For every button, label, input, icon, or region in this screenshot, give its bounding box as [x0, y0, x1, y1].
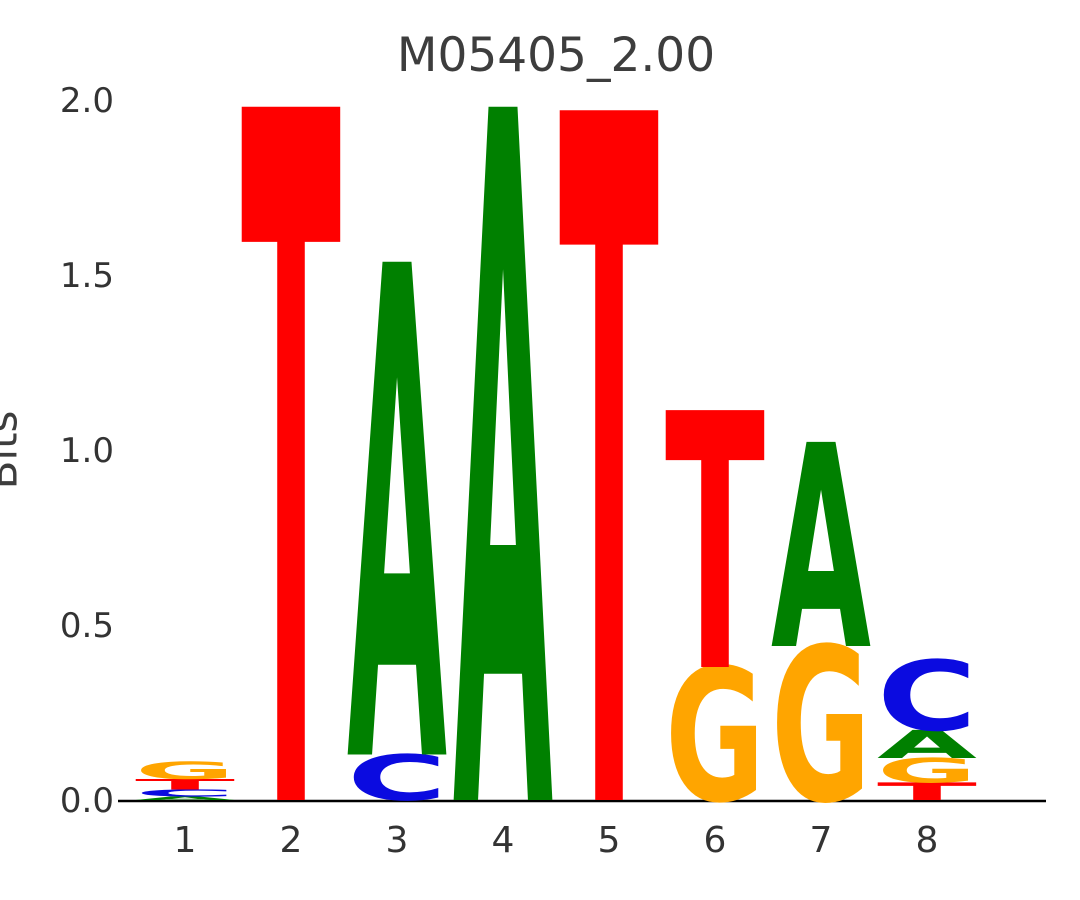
- x-tick-label: 8: [916, 820, 939, 861]
- x-tick-label: 6: [704, 820, 727, 861]
- x-tick-label: 1: [174, 820, 197, 861]
- logo-letter-G-pos7: G: [771, 604, 871, 851]
- logo-letter-A-pos3: A: [347, 129, 448, 900]
- y-tick-label: 2.0: [60, 81, 114, 121]
- chart-title: M05405_2.00: [396, 28, 716, 83]
- logo-letter-C-pos3: C: [347, 742, 447, 815]
- logo-letter-T-pos6: T: [665, 341, 766, 751]
- logo-letter-A-pos4: A: [453, 0, 554, 900]
- x-tick-label: 4: [492, 820, 515, 861]
- y-tick-label: 0.0: [60, 781, 114, 821]
- x-tick-label: 2: [280, 820, 303, 861]
- logo-letter-T-pos2: T: [241, 0, 342, 900]
- logo-letter-G-pos8: G: [877, 752, 977, 791]
- logo-letter-T-pos5: T: [559, 0, 660, 900]
- y-tick-label: 0.5: [60, 606, 114, 646]
- x-tick-label: 3: [386, 820, 409, 861]
- y-tick-label: 1.0: [60, 431, 114, 471]
- logo-letter-T-pos1: T: [135, 778, 236, 794]
- logo-letter-A-pos7: A: [771, 387, 872, 713]
- logo-letter-C-pos1: C: [135, 789, 235, 800]
- logo-letter-G-pos6: G: [665, 631, 765, 844]
- x-tick-label: 5: [598, 820, 621, 861]
- logo-letter-A-pos1: A: [135, 796, 242, 802]
- x-tick-label: 7: [810, 820, 833, 861]
- logo-letter-T-pos8: T: [877, 778, 980, 806]
- logo-letter-C-pos8: C: [877, 640, 977, 753]
- y-tick-label: 1.5: [60, 256, 114, 296]
- logo-letter-G-pos1: G: [135, 757, 235, 785]
- logo-letter-A-pos8: A: [877, 723, 977, 768]
